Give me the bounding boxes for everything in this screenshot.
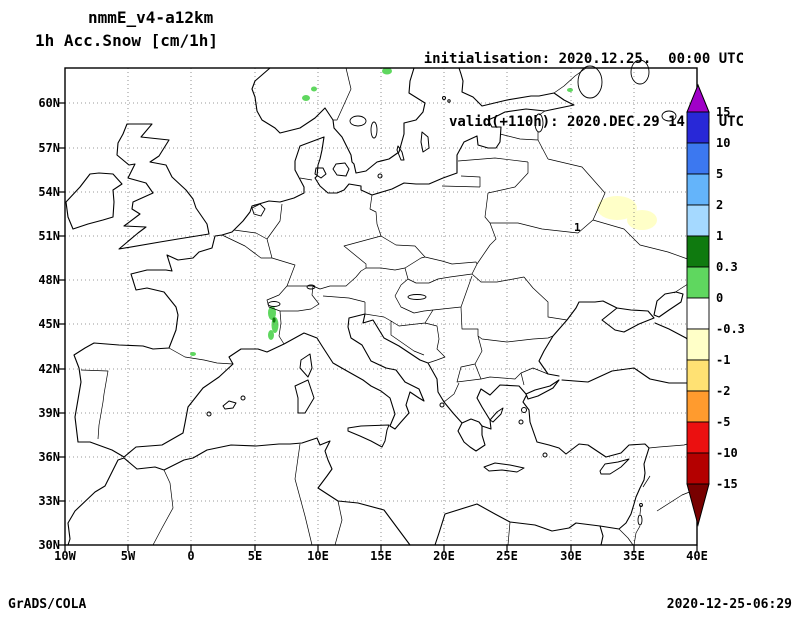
lon-label: 20E [433, 549, 455, 563]
colorbar-label: -2 [716, 384, 730, 398]
islands [206, 96, 630, 475]
lat-label: 33N [38, 494, 60, 508]
lat-label: 45N [38, 317, 60, 331]
grads-credit: GrADS/COLA [8, 597, 87, 612]
colorbar-segment [686, 390, 710, 423]
snow-patch [190, 352, 196, 356]
lon-label: 10E [307, 549, 329, 563]
colorbar-segment [686, 142, 710, 175]
lat-label: 36N [38, 450, 60, 464]
colorbar-label: 0 [716, 291, 723, 305]
snow-patch [272, 317, 276, 323]
lon-label: 40E [686, 549, 708, 563]
snow-patch [268, 306, 276, 320]
axis-ticks [59, 102, 698, 551]
snow-patch [567, 88, 573, 92]
lon-label: 30E [560, 549, 582, 563]
product-title: 1h Acc.Snow [cm/1h] [35, 31, 219, 50]
colorbar-segment [686, 359, 710, 392]
lon-label: 10W [54, 549, 76, 563]
colorbar-segment [686, 452, 710, 485]
country-borders [80, 67, 698, 546]
lat-label: 42N [38, 362, 60, 376]
lon-label: 5E [247, 549, 263, 563]
lon-label: 0 [187, 549, 195, 563]
colorbar-segment [686, 266, 710, 299]
colorbar-segment [686, 111, 710, 144]
lon-label: 15E [370, 549, 392, 563]
colorbar: 15 10 5 2 1 0.3 0 -0.3 -1 -2 -5 -10 -15 [686, 83, 745, 527]
lat-label: 39N [38, 406, 60, 420]
snow-patch [597, 196, 637, 220]
colorbar-label: 10 [716, 136, 730, 150]
colorbar-label: 5 [716, 167, 723, 181]
lat-label: 30N [38, 538, 60, 552]
lakes [251, 60, 677, 526]
colorbar-segment [686, 297, 710, 330]
init-time: initialisation: 2020.12.25. 00:00 UTC [423, 51, 744, 67]
colorbar-label: -10 [716, 446, 738, 460]
creation-timestamp: 2020-12-25-06:29 [666, 597, 792, 612]
lon-label: 35E [623, 549, 645, 563]
lat-label: 60N [38, 96, 60, 110]
contour-label: 1 [574, 221, 581, 234]
snow-shading [190, 67, 657, 356]
lat-label: 51N [38, 229, 60, 243]
colorbar-segment [686, 173, 710, 206]
colorbar-arrow-bottom [686, 483, 710, 527]
colorbar-arrow-top [686, 83, 710, 113]
colorbar-label: -5 [716, 415, 730, 429]
snow-patch [268, 330, 274, 340]
colorbar-label: 1 [716, 229, 723, 243]
colorbar-label: 0.3 [716, 260, 738, 274]
colorbar-segment [686, 204, 710, 237]
lat-label: 57N [38, 141, 60, 155]
snow-patch [627, 210, 657, 230]
model-name: nmmE_v4-a12km [88, 8, 214, 27]
snow-patch [382, 67, 392, 75]
colorbar-segment [686, 328, 710, 361]
colorbar-label: 2 [716, 198, 723, 212]
colorbar-label: 15 [716, 105, 730, 119]
lat-label: 48N [38, 273, 60, 287]
coastlines [65, 67, 698, 546]
colorbar-label: -15 [716, 477, 738, 491]
lat-label: 54N [38, 185, 60, 199]
colorbar-label: -0.3 [716, 322, 745, 336]
snow-patch [311, 86, 317, 92]
colorbar-segment [686, 421, 710, 454]
colorbar-segment [686, 235, 710, 268]
snow-patch [302, 95, 310, 101]
colorbar-label: -1 [716, 353, 730, 367]
lon-label: 25E [496, 549, 518, 563]
map-plot: 1 [59, 60, 698, 551]
lon-label: 5W [120, 549, 136, 563]
